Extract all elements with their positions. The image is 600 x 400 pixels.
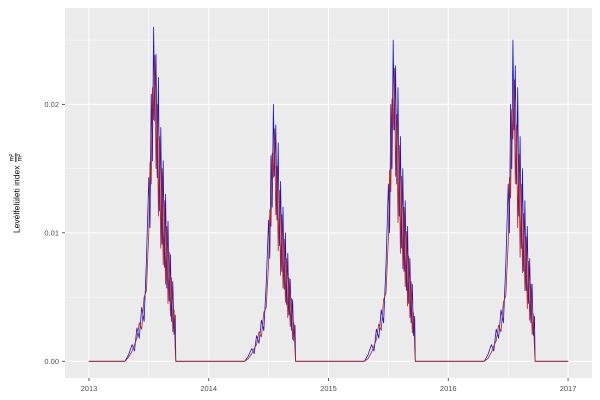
y-tick-label: 0.00 [44, 357, 59, 366]
x-tick-label: 2016 [440, 384, 457, 393]
x-tick-label: 2013 [81, 384, 98, 393]
y-tick-label: 0.01 [44, 228, 59, 237]
x-tick-label: 2015 [320, 384, 337, 393]
x-tick-label: 2017 [560, 384, 577, 393]
y-axis-fraction-numerator: m² [8, 152, 17, 163]
y-axis-title-fraction: m² m² [8, 152, 24, 163]
series-line-LAI-red [88, 55, 569, 362]
y-tick-label: 0.02 [44, 100, 59, 109]
x-tick-label: 2014 [200, 384, 217, 393]
y-axis-title-text: Levélfelületi index [11, 165, 21, 234]
y-axis-fraction-denominator: m² [16, 153, 24, 162]
y-axis-title: Levélfelületi index m² m² [8, 152, 24, 234]
